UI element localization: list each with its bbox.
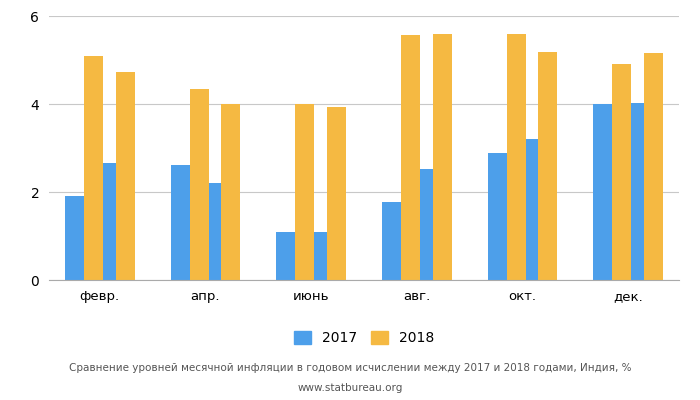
Bar [65,196,84,280]
Bar [488,153,507,280]
Bar [507,34,526,280]
Bar [190,89,209,280]
Bar [401,35,420,280]
Bar [625,103,644,280]
Bar [414,169,433,280]
Bar [594,104,612,280]
Bar [519,139,538,280]
Bar [221,104,240,280]
Text: www.statbureau.org: www.statbureau.org [298,383,402,393]
Bar [644,52,663,280]
Legend: 2017, 2018: 2017, 2018 [287,324,441,352]
Bar [295,104,314,280]
Bar [171,165,190,280]
Bar [433,34,452,280]
Bar [538,52,557,280]
Bar [116,72,134,280]
Bar [308,232,327,280]
Bar [327,107,346,280]
Bar [97,163,116,280]
Text: Сравнение уровней месячной инфляции в годовом исчислении между 2017 и 2018 годам: Сравнение уровней месячной инфляции в го… [69,363,631,373]
Bar [202,183,221,280]
Bar [382,202,401,280]
Bar [276,232,295,280]
Bar [84,56,103,280]
Bar [612,64,631,280]
